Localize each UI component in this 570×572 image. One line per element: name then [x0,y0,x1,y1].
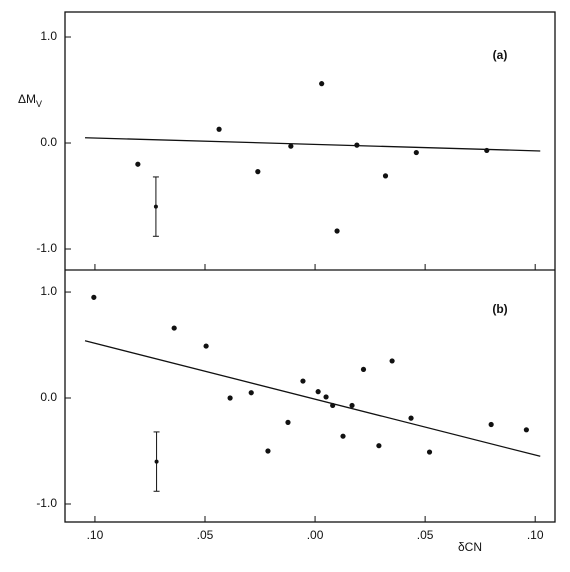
point [376,443,382,449]
y-label-sub: V [36,99,42,109]
x-axis-label: δCN [458,540,482,554]
y-axis-label: ΔMV [18,92,42,109]
point [354,142,360,148]
point [171,325,177,331]
point [135,161,141,167]
panel-label: (b) [492,302,507,316]
panel-label: (a) [493,48,508,62]
x-tick-label: .05 [197,528,214,542]
point [408,415,414,421]
point [288,143,294,149]
x-tick-label: .05 [417,528,434,542]
point [426,449,433,455]
point [334,228,340,234]
point [382,173,389,179]
point [203,343,209,349]
point [285,419,291,425]
x-tick-label: .10 [87,528,104,542]
point [315,389,321,395]
y-tick-label: -1.0 [36,496,57,510]
point [413,149,419,156]
point [216,126,222,132]
point [323,394,329,400]
point [488,421,494,428]
error-center [154,459,159,464]
fit-line [84,340,541,457]
error-center [153,204,158,209]
point [330,402,336,409]
point [300,378,306,384]
y-tick-label: 1.0 [40,284,57,298]
point [248,390,254,396]
point [484,147,490,154]
point [91,294,97,300]
point [523,427,529,433]
point [227,395,233,401]
x-tick-label: .00 [307,528,324,542]
point [349,402,355,409]
y-tick-label: -1.0 [36,241,57,255]
point [340,433,346,439]
point [255,169,261,175]
fit-line [85,137,541,152]
point [360,366,367,373]
x-tick-label: .10 [527,528,544,542]
point [389,358,395,364]
point [265,448,271,454]
point [319,81,325,87]
frame [64,11,556,523]
y-tick-label: 1.0 [40,29,57,43]
y-tick-label: 0.0 [40,135,57,149]
y-tick-label: 0.0 [40,390,57,404]
y-label-main: ΔM [18,92,36,106]
